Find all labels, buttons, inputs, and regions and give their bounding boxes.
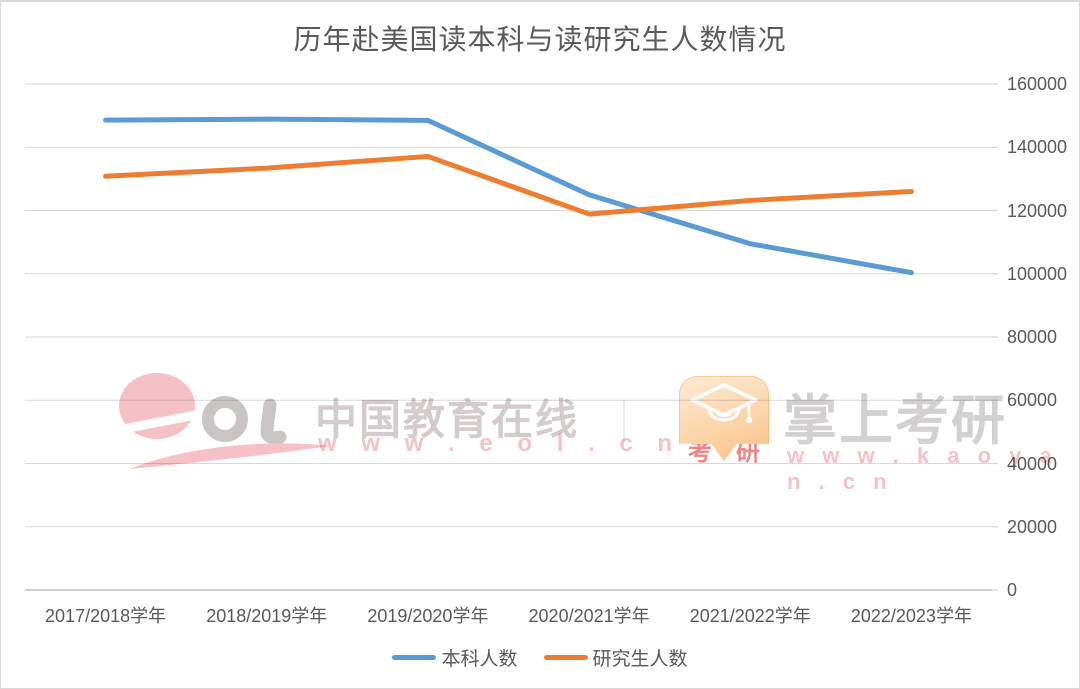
x-axis-tick-label: 2022/2023学年 [850, 606, 972, 626]
watermark-left-url: w w w . e o l . c n [318, 430, 682, 457]
legend-label-undergraduate: 本科人数 [441, 649, 518, 670]
y-axis-tick-label: 140000 [1007, 137, 1068, 158]
legend-line-swatch-undergraduate [392, 655, 437, 660]
watermark-right-brand: 掌上考研 [783, 391, 1007, 451]
x-axis-tick-label: 2020/2021学年 [528, 606, 650, 626]
y-axis-tick-label: 60000 [1007, 390, 1058, 411]
eol-logo [117, 373, 331, 469]
kaoyan-app-icon: 考 研 [679, 376, 769, 466]
y-axis-tick-label: 160000 [1007, 74, 1068, 94]
y-axis-tick-label: 20000 [1007, 516, 1058, 537]
chart-title: 历年赴美国读本科与读研究生人数情况 [293, 24, 787, 55]
legend: 本科人数 研究生人数 [1, 644, 1079, 671]
legend-line-swatch-graduate [543, 655, 588, 660]
y-axis-tick-label: 80000 [1007, 327, 1058, 347]
legend-item-undergraduate: 本科人数 [392, 644, 518, 671]
y-axis-tick-label: 0 [1007, 580, 1018, 600]
x-axis-tick-label: 2021/2022学年 [689, 606, 811, 626]
seal-char-yan: 研 [736, 439, 760, 466]
legend-item-graduate: 研究生人数 [543, 644, 688, 671]
series-line-研究生人数 [103, 153, 914, 217]
legend-label-graduate: 研究生人数 [592, 649, 688, 670]
graduation-cap-icon [690, 383, 758, 424]
y-axis-tick-label: 120000 [1007, 200, 1068, 221]
y-axis-tick-label: 40000 [1007, 453, 1058, 474]
watermark-divider [623, 400, 625, 442]
watermark-right-url: w w w . k a o y a n . c n [787, 443, 1058, 494]
kaoyan-icon-strip: 考 研 [679, 439, 769, 466]
x-axis-tick-label: 2017/2018学年 [45, 606, 167, 626]
x-axis-tick-label: 2018/2019学年 [206, 606, 328, 626]
x-axis-tick-label: 2019/2020学年 [367, 606, 489, 626]
watermark-left-brand: 中国教育在线 [315, 396, 580, 443]
y-axis-tick-label: 100000 [1007, 263, 1068, 284]
series-line-本科人数 [103, 116, 914, 276]
seal-char-kao: 考 [688, 439, 712, 466]
